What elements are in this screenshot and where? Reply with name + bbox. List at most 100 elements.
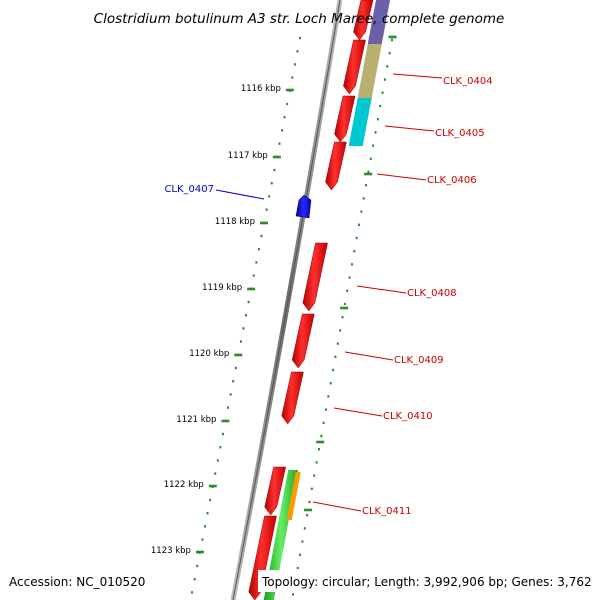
scale-dot	[391, 38, 393, 42]
scale-dot	[383, 78, 386, 81]
tick-mark	[304, 508, 313, 512]
gene-label: CLK_0408	[407, 288, 457, 299]
scale-dot	[308, 500, 311, 504]
gene-leader-line	[392, 73, 443, 79]
scale-ring	[191, 36, 393, 596]
scale-dot	[209, 498, 212, 502]
scale-dot	[193, 578, 196, 581]
cog-band	[348, 98, 372, 146]
scale-dot	[291, 76, 294, 79]
map-title: Clostridium botulinum A3 str. Loch Maree…	[94, 11, 505, 27]
gene-label: CLK_0407	[164, 184, 214, 195]
tick-label: 1121 kbp	[176, 415, 216, 425]
gene-label: CLK_0409	[394, 355, 444, 366]
cog-track	[263, 0, 390, 600]
backbone-ring	[230, 0, 343, 600]
scale-dot	[310, 487, 313, 490]
scale-dot	[374, 131, 377, 134]
scale-dot	[381, 91, 384, 94]
cog-band	[263, 470, 299, 600]
scale-dot	[369, 157, 372, 160]
cds-arrow	[343, 39, 366, 95]
cds-arrow	[353, 0, 374, 41]
scale-dot	[362, 197, 365, 200]
cds-track	[248, 0, 374, 600]
cds-arrow	[334, 95, 356, 143]
tick-mark	[208, 484, 217, 488]
scale-dot	[353, 250, 356, 253]
scale-dot	[348, 276, 351, 279]
scale-dot	[315, 461, 318, 464]
scale-dot	[281, 129, 284, 132]
scale-dot	[286, 102, 289, 106]
scale-dot	[325, 408, 327, 411]
scale-dot	[229, 393, 232, 396]
gene-label: CLK_0406	[427, 175, 477, 186]
scale-dot	[376, 118, 379, 121]
scale-dot	[355, 236, 358, 240]
tick-mark	[285, 88, 294, 92]
scale-dot	[239, 340, 242, 343]
tick-label: 1117 kbp	[228, 151, 268, 161]
scale-dot	[317, 448, 320, 451]
tick-label: 1122 kbp	[164, 480, 204, 490]
tick-labels: 1116 kbp 1117 kbp 1118 kbp 1119 kbp 1120 kbp…	[151, 35, 397, 556]
gene-leader-line	[312, 501, 362, 512]
scale-dot	[206, 512, 209, 515]
tick-label: 1116 kbp	[241, 84, 281, 94]
tick-mark	[364, 172, 373, 176]
scale-dot	[292, 593, 294, 596]
scale-dot	[343, 302, 346, 306]
tick-label: 1118 kbp	[215, 217, 255, 227]
scale-dot	[227, 406, 230, 409]
tick-mark	[259, 221, 268, 225]
scale-dot	[270, 182, 273, 185]
scale-dot	[303, 527, 306, 530]
tick-mark	[272, 155, 281, 159]
scale-dot	[268, 195, 271, 198]
scale-dot	[341, 316, 344, 319]
scale-dot	[346, 289, 349, 292]
scale-dot	[322, 421, 325, 424]
tick-mark	[388, 35, 397, 39]
tick-mark	[247, 287, 256, 291]
scale-dot	[358, 223, 360, 226]
footer-summary-bg	[258, 570, 596, 592]
scale-dot	[214, 472, 217, 475]
gene-leader-line	[333, 407, 383, 417]
scale-dot	[273, 168, 276, 172]
scale-dot	[255, 261, 258, 264]
gene-leader-line	[376, 173, 427, 181]
scale-dot	[191, 591, 194, 594]
tick-label: 1120 kbp	[189, 349, 229, 359]
footer-accession: Accession: NC_010520	[9, 575, 145, 589]
scale-dot	[320, 434, 323, 438]
scale-dot	[283, 116, 286, 119]
gene-leader-line	[356, 285, 407, 294]
scale-dot	[257, 248, 260, 251]
cds-arrow	[325, 141, 347, 191]
cds-arrow	[302, 242, 328, 312]
gene-leader-line	[215, 189, 265, 200]
scale-dot	[372, 144, 375, 147]
scale-dot	[299, 36, 301, 40]
scale-dot	[216, 459, 219, 462]
scale-dot	[234, 366, 237, 370]
scale-dot	[299, 553, 302, 556]
scale-dot	[232, 380, 235, 383]
gene-label: CLK_0410	[383, 411, 433, 422]
gene-label: CLK_0404	[443, 76, 493, 87]
footer-summary: Topology: circular; Length: 3,992,906 bp…	[261, 575, 592, 589]
scale-dot	[221, 432, 224, 436]
scale-dot	[365, 184, 368, 187]
cog-band	[357, 44, 382, 98]
scale-dot	[278, 142, 281, 145]
scale-dot	[386, 65, 389, 68]
scale-dot	[219, 446, 222, 449]
scale-dot	[203, 525, 206, 528]
scale-dot	[360, 210, 363, 213]
cog-band	[286, 472, 301, 520]
scale-dot	[201, 538, 204, 541]
scale-dot	[293, 63, 296, 66]
scale-dot	[265, 208, 268, 211]
